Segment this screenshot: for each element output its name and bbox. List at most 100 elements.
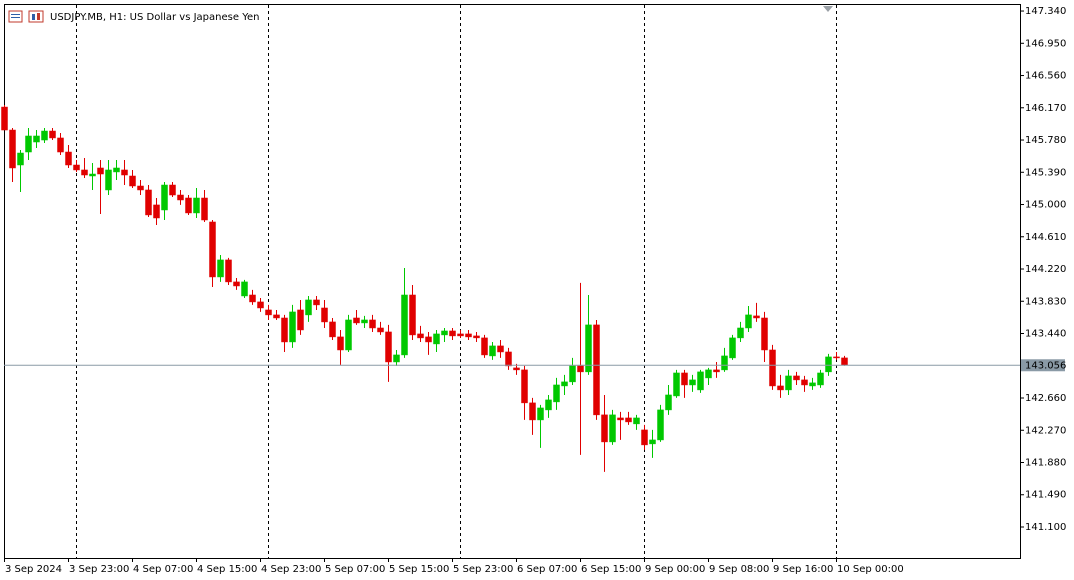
candle-body bbox=[153, 204, 160, 219]
x-tick-label: 6 Sep 15:00 bbox=[581, 564, 641, 575]
y-tick-label: 146.950 bbox=[1025, 38, 1066, 49]
symbol-icons bbox=[8, 10, 44, 23]
y-tick-label: 142.270 bbox=[1025, 425, 1066, 436]
candle-body bbox=[705, 369, 712, 379]
candle-body bbox=[785, 375, 792, 391]
candle-body bbox=[617, 417, 624, 421]
candle-body bbox=[145, 189, 152, 216]
candle-body bbox=[281, 317, 288, 343]
candle-body bbox=[169, 184, 176, 196]
candle-body bbox=[801, 379, 808, 386]
candle-body bbox=[777, 385, 784, 391]
candle-body bbox=[89, 173, 96, 177]
y-tick-label: 144.610 bbox=[1025, 232, 1066, 243]
y-tick-label: 146.560 bbox=[1025, 71, 1066, 82]
candle-body bbox=[609, 414, 616, 443]
candle-body bbox=[537, 407, 544, 421]
candle-body bbox=[449, 330, 456, 337]
candle-body bbox=[633, 417, 640, 425]
candle-body bbox=[793, 375, 800, 381]
candle-body bbox=[289, 311, 296, 343]
x-tick-label: 3 Sep 2024 bbox=[5, 564, 62, 575]
x-tick-label: 9 Sep 16:00 bbox=[773, 564, 833, 575]
candle-body bbox=[217, 259, 224, 278]
candle-body bbox=[353, 317, 360, 324]
current-price-box bbox=[1021, 359, 1065, 372]
candle-body bbox=[161, 184, 168, 211]
x-tick-label: 5 Sep 23:00 bbox=[453, 564, 513, 575]
y-tick-label: 143.440 bbox=[1025, 329, 1066, 340]
y-tick-label: 141.490 bbox=[1025, 490, 1066, 501]
x-tick-label: 9 Sep 08:00 bbox=[709, 564, 769, 575]
candle-body bbox=[689, 379, 696, 386]
candle-body bbox=[129, 175, 136, 187]
candle-body bbox=[481, 337, 488, 356]
y-tick-label: 145.390 bbox=[1025, 167, 1066, 178]
candle-body bbox=[65, 151, 72, 166]
y-tick-label: 146.170 bbox=[1025, 103, 1066, 114]
candle-body bbox=[489, 345, 496, 357]
candle-body bbox=[185, 197, 192, 214]
candle-body bbox=[265, 309, 272, 316]
candle-body bbox=[9, 129, 16, 169]
candle-body bbox=[201, 197, 208, 221]
icon-bar bbox=[32, 14, 35, 20]
candle-body bbox=[361, 319, 368, 324]
candle-body bbox=[441, 330, 448, 336]
candle-body bbox=[209, 221, 216, 278]
x-tick-label: 3 Sep 23:00 bbox=[69, 564, 129, 575]
candle-body bbox=[497, 345, 504, 353]
candle-body bbox=[409, 294, 416, 336]
candle-body bbox=[649, 439, 656, 445]
candle-body bbox=[113, 167, 120, 173]
candle-body bbox=[681, 372, 688, 386]
candle-body bbox=[521, 369, 528, 404]
candle-body bbox=[249, 294, 256, 303]
candle-body bbox=[337, 336, 344, 351]
candle-body bbox=[841, 357, 848, 366]
candle-body bbox=[17, 152, 24, 166]
candle-body bbox=[561, 381, 568, 387]
candle-body bbox=[737, 327, 744, 339]
y-tick-label: 144.220 bbox=[1025, 264, 1066, 275]
candle-body bbox=[49, 130, 56, 139]
candle-body bbox=[193, 197, 200, 214]
candle-body bbox=[41, 130, 48, 141]
icon bbox=[8, 10, 23, 23]
x-tick-label: 4 Sep 23:00 bbox=[261, 564, 321, 575]
x-tick-label: 10 Sep 00:00 bbox=[837, 564, 904, 575]
chart-title: USDJPY.MB, H1: US Dollar vs Japanese Yen bbox=[50, 12, 259, 23]
candle-body bbox=[529, 402, 536, 421]
candle-body bbox=[73, 164, 80, 171]
x-tick-label: 5 Sep 07:00 bbox=[325, 564, 385, 575]
candle-body bbox=[553, 384, 560, 403]
candle-body bbox=[465, 333, 472, 338]
candle-body bbox=[297, 309, 304, 331]
candle-body bbox=[513, 367, 520, 371]
candle-body bbox=[457, 333, 464, 337]
candle-body bbox=[673, 372, 680, 397]
day-separators bbox=[76, 5, 837, 558]
candle-body bbox=[425, 336, 432, 343]
candle-body bbox=[825, 356, 832, 373]
candle-body bbox=[137, 185, 144, 191]
y-tick-label: 141.100 bbox=[1025, 522, 1066, 533]
candle-body bbox=[33, 135, 40, 143]
candle-body bbox=[393, 354, 400, 363]
candle-body bbox=[385, 331, 392, 363]
candle-body bbox=[241, 281, 248, 297]
candle-body bbox=[233, 281, 240, 287]
plot-frame bbox=[4, 4, 1021, 559]
candle-body bbox=[665, 394, 672, 411]
candle-body bbox=[833, 356, 840, 359]
candle-body bbox=[745, 314, 752, 329]
shift-marker bbox=[823, 6, 833, 12]
candle-body bbox=[753, 315, 760, 319]
icon-bar bbox=[37, 13, 40, 20]
candle-body bbox=[601, 414, 608, 443]
x-tick-label: 4 Sep 07:00 bbox=[133, 564, 193, 575]
candle-body bbox=[809, 382, 816, 387]
candle-body bbox=[713, 369, 720, 373]
